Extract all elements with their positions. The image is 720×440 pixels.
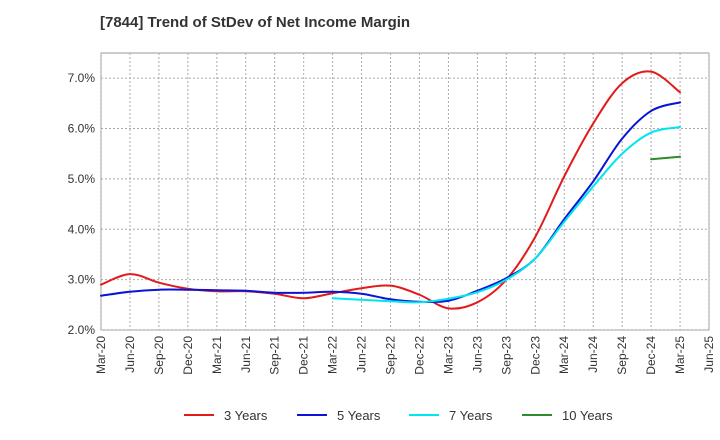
- x-tick-label: Mar-20: [94, 336, 108, 374]
- x-tick-label: Jun-24: [586, 336, 600, 373]
- x-tick-label: Sep-22: [384, 336, 398, 375]
- legend-label: 5 Years: [337, 408, 381, 423]
- series-line-5-years: [100, 101, 682, 304]
- legend: 3 Years 5 Years 7 Years 10 Years: [184, 408, 613, 423]
- x-tick-label: Dec-23: [528, 336, 542, 375]
- x-tick-label: Jun-25: [702, 336, 716, 373]
- x-tick-label: Sep-23: [499, 336, 513, 375]
- y-tick-label: 7.0%: [68, 71, 96, 85]
- chart-title: [7844] Trend of StDev of Net Income Marg…: [100, 14, 411, 31]
- x-tick-label: Mar-24: [557, 336, 571, 374]
- x-tick-label: Dec-20: [181, 336, 195, 375]
- x-tick-label: Dec-24: [644, 336, 658, 375]
- x-tick-label: Jun-23: [470, 336, 484, 373]
- grid-lines: [100, 53, 710, 331]
- x-tick-label: Sep-20: [152, 336, 166, 375]
- x-tick-label: Mar-25: [673, 336, 687, 374]
- plot-area: [100, 52, 710, 331]
- x-tick-label: Sep-21: [268, 336, 282, 375]
- x-axis: Mar-20 Jun-20 Sep-20 Dec-20 Mar-21 Jun-21 Sep-…: [94, 336, 716, 375]
- x-tick-label: Jun-20: [123, 336, 137, 373]
- x-tick-label: Mar-21: [210, 336, 224, 374]
- x-tick-label: Jun-22: [355, 336, 369, 373]
- y-tick-label: 3.0%: [68, 273, 96, 287]
- x-tick-label: Sep-24: [615, 336, 629, 375]
- series-lines: [100, 70, 682, 310]
- series-line-7-years: [331, 126, 682, 304]
- legend-label: 3 Years: [224, 408, 268, 423]
- legend-label: 7 Years: [449, 408, 493, 423]
- y-axis: 2.0% 3.0% 4.0% 5.0% 6.0% 7.0%: [68, 71, 96, 337]
- x-tick-label: Mar-22: [326, 336, 340, 374]
- legend-label: 10 Years: [562, 408, 613, 423]
- x-tick-label: Dec-21: [297, 336, 311, 375]
- y-tick-label: 6.0%: [68, 122, 96, 136]
- x-tick-label: Jun-21: [239, 336, 253, 373]
- y-tick-label: 4.0%: [68, 222, 96, 236]
- x-tick-label: Dec-22: [412, 336, 426, 375]
- y-tick-label: 2.0%: [68, 323, 96, 337]
- y-tick-label: 5.0%: [68, 172, 96, 186]
- x-tick-label: Mar-23: [441, 336, 455, 374]
- series-line-10-years: [650, 155, 682, 161]
